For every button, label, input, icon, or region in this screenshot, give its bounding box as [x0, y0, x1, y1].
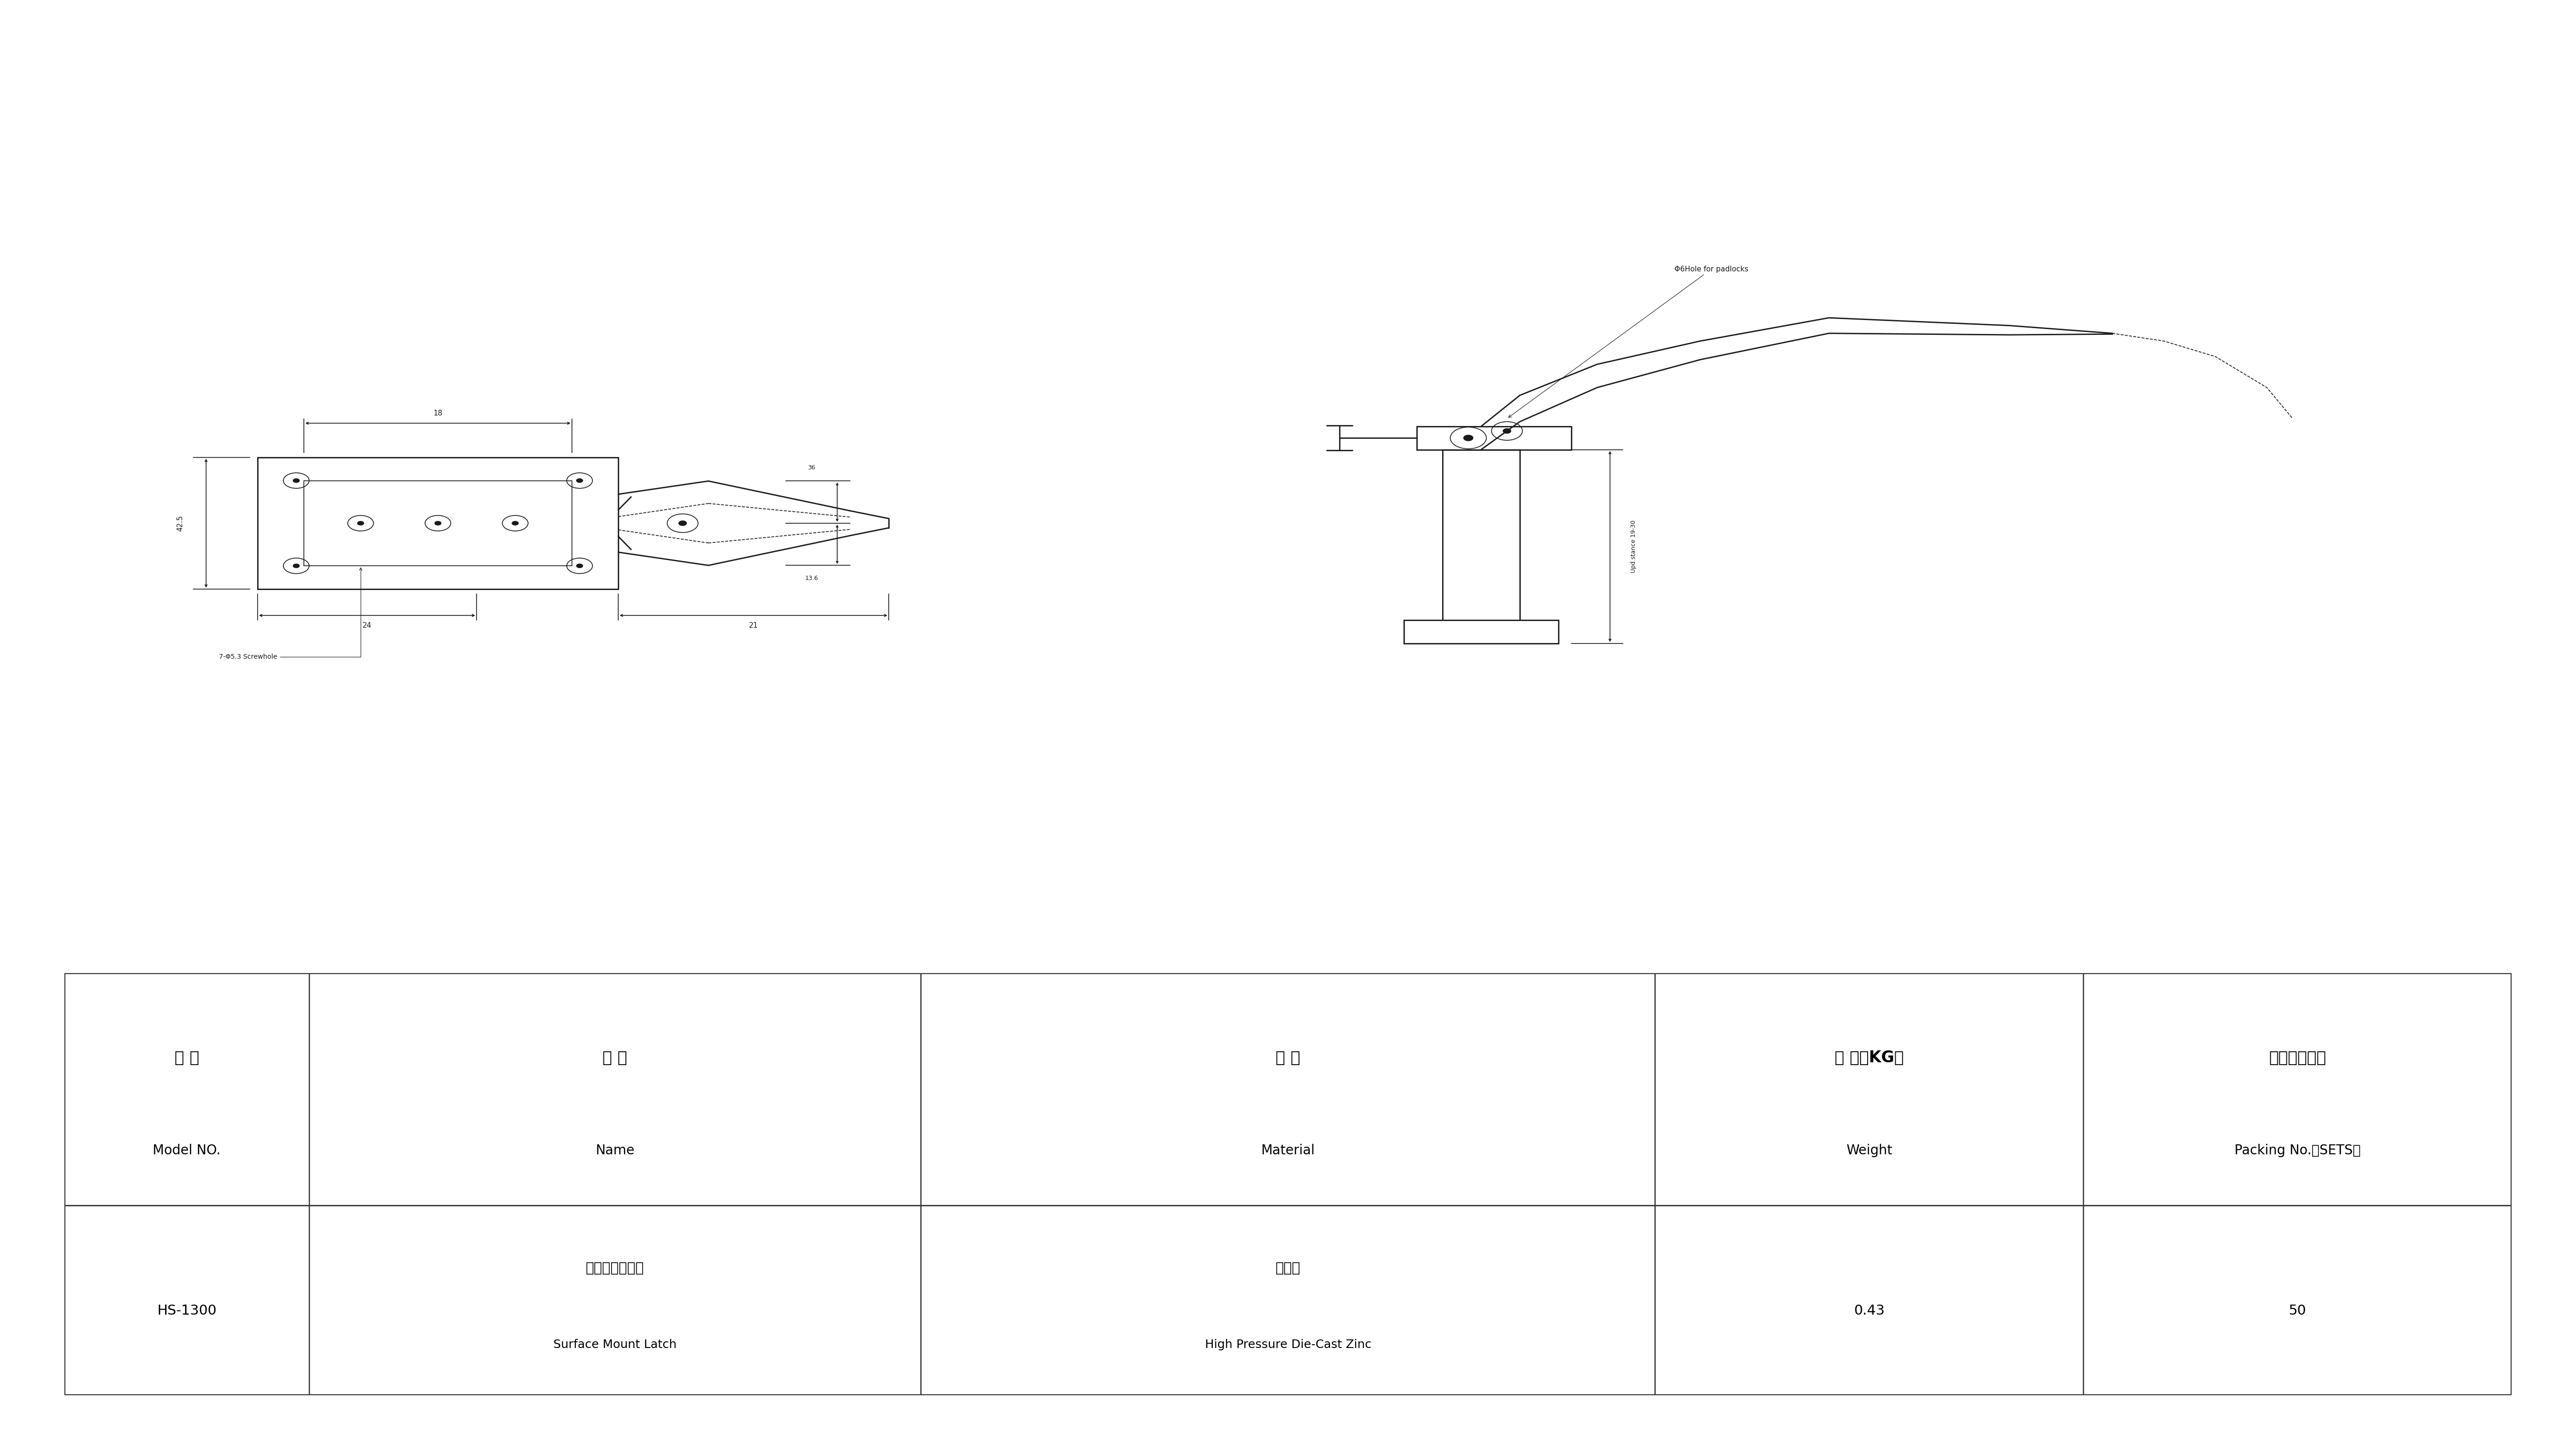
Text: 42.5: 42.5	[178, 515, 183, 531]
Circle shape	[294, 564, 299, 568]
Text: Upd.stance 19-30: Upd.stance 19-30	[1631, 519, 1636, 572]
Text: Model NO.: Model NO.	[152, 1143, 222, 1158]
Text: 36: 36	[809, 465, 814, 471]
Circle shape	[577, 479, 582, 482]
Text: 21: 21	[750, 622, 757, 630]
Circle shape	[513, 521, 518, 525]
Text: 重 量（KG）: 重 量（KG）	[1834, 1050, 1904, 1065]
Text: Name: Name	[595, 1143, 634, 1158]
Text: 0.43: 0.43	[1855, 1304, 1886, 1318]
Text: Surface Mount Latch: Surface Mount Latch	[554, 1339, 677, 1351]
Text: 名 称: 名 称	[603, 1050, 629, 1065]
Circle shape	[680, 521, 685, 525]
Circle shape	[435, 521, 440, 525]
Text: High Pressure Die-Cast Zinc: High Pressure Die-Cast Zinc	[1206, 1339, 1370, 1351]
Text: 編 号: 編 号	[175, 1050, 198, 1065]
Circle shape	[1504, 429, 1510, 434]
Text: Φ6Hole for padlocks: Φ6Hole for padlocks	[1510, 266, 1749, 418]
Text: 24: 24	[363, 622, 371, 630]
Text: 裝笱数（套）: 裝笱数（套）	[2269, 1050, 2326, 1065]
Circle shape	[577, 564, 582, 568]
Text: 冷凍庫凸門把手: 冷凍庫凸門把手	[585, 1262, 644, 1275]
Circle shape	[1463, 435, 1473, 441]
Text: Weight: Weight	[1847, 1143, 1893, 1158]
Text: 13.6: 13.6	[804, 575, 819, 581]
Text: 50: 50	[2287, 1304, 2306, 1318]
Circle shape	[358, 521, 363, 525]
Text: 材 料: 材 料	[1275, 1050, 1301, 1065]
Text: Packing No.（SETS）: Packing No.（SETS）	[2233, 1143, 2360, 1158]
Text: 18: 18	[433, 409, 443, 416]
Text: 錈合金: 錈合金	[1275, 1262, 1301, 1275]
Text: HS-1300: HS-1300	[157, 1304, 216, 1318]
Text: 7-Φ5.3 Screwhole: 7-Φ5.3 Screwhole	[219, 568, 363, 660]
Text: Material: Material	[1262, 1143, 1314, 1158]
Circle shape	[294, 479, 299, 482]
